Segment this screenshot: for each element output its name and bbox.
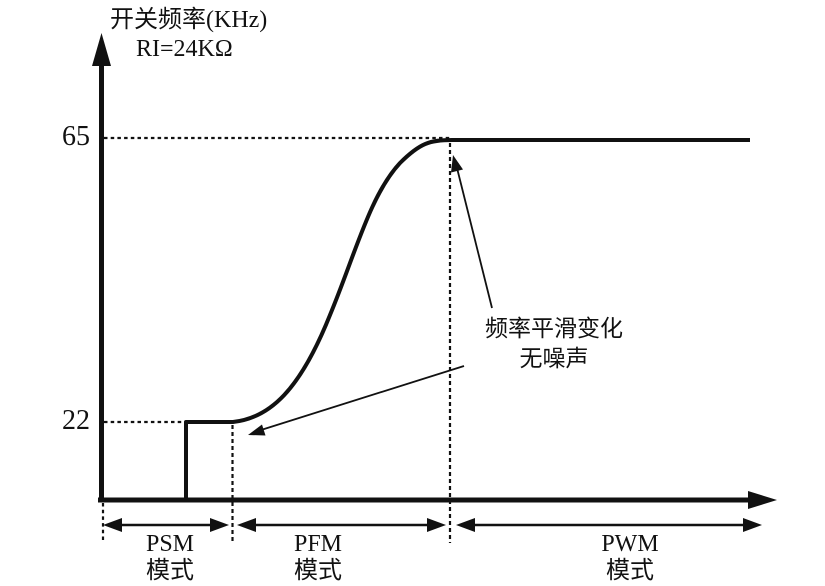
frequency-curve [184, 138, 750, 498]
x-axis [98, 491, 777, 509]
mode-label-psm: PSM 模式 [114, 531, 226, 585]
y-axis-title: 开关频率(KHz) [110, 7, 268, 33]
pwm-range-arrow [456, 518, 762, 532]
annotation-arrow-top [451, 155, 493, 309]
y-tick-22: 22 [62, 405, 90, 436]
annotation-line1: 频率平滑变化 [485, 316, 623, 341]
mode-pwm-abbr: PWM [601, 531, 659, 557]
pfm-range-arrow [237, 518, 446, 532]
mode-psm-suffix: 模式 [146, 558, 194, 584]
y-axis-arrowhead-icon [92, 33, 111, 66]
condition-label: RI=24KΩ [136, 36, 233, 62]
psm-range-arrow [103, 518, 229, 532]
mode-psm-abbr: PSM [145, 531, 195, 557]
mode-pfm-suffix: 模式 [294, 558, 342, 584]
mode-pwm-suffix: 模式 [606, 558, 654, 584]
y-axis [92, 33, 111, 500]
x-axis-arrowhead-icon [748, 491, 777, 509]
mode-pfm-abbr: PFM [293, 531, 343, 557]
mode-label-pwm: PWM 模式 [574, 531, 686, 585]
annotation-line2: 无噪声 [519, 346, 589, 371]
y-tick-65: 65 [62, 121, 90, 152]
annotation-arrow-bottom [248, 365, 465, 436]
mode-label-pfm: PFM 模式 [262, 531, 374, 585]
